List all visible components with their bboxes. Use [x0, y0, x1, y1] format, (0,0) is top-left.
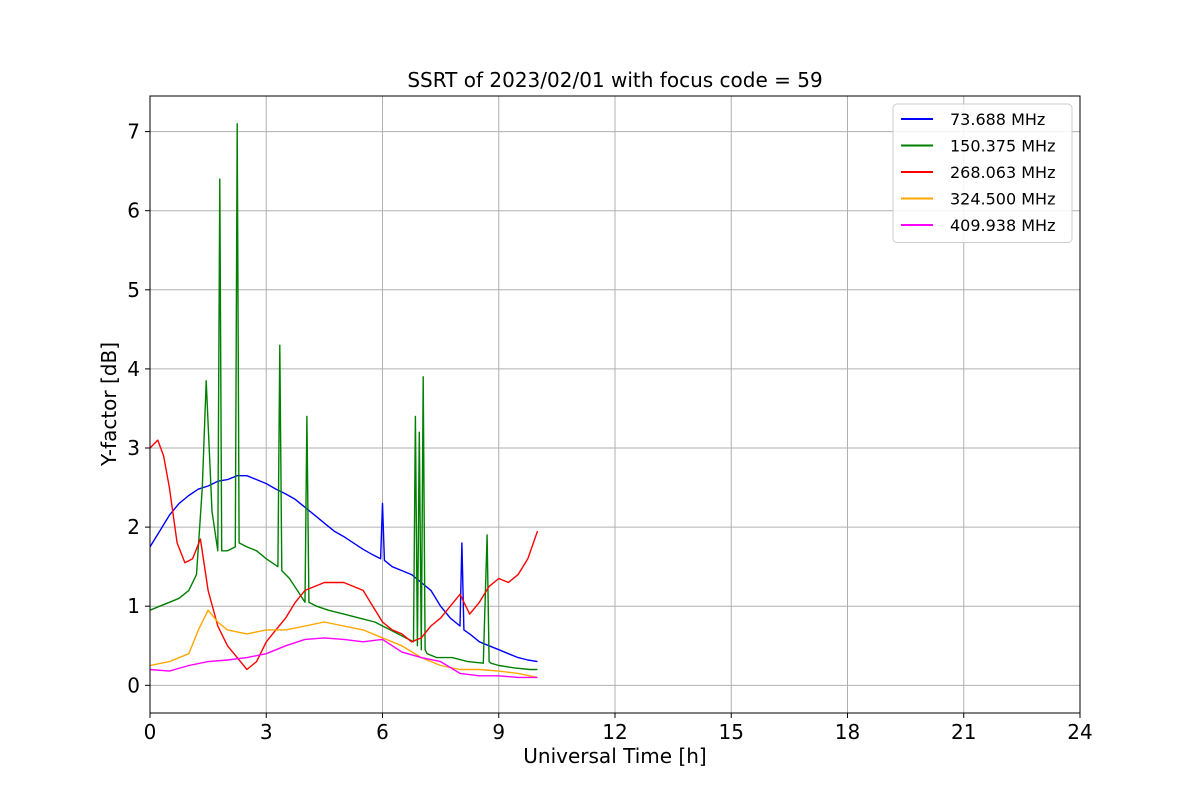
y-tick-label: 1: [127, 594, 140, 618]
y-tick-label: 5: [127, 278, 140, 302]
y-tick-label: 3: [127, 436, 140, 460]
legend-entry: 150.375 MHz: [950, 137, 1055, 156]
y-tick-label: 0: [127, 673, 140, 697]
x-tick-label: 0: [144, 720, 157, 744]
chart-title: SSRT of 2023/02/01 with focus code = 59: [407, 68, 822, 92]
y-tick-label: 2: [127, 515, 140, 539]
legend-entry: 73.688 MHz: [950, 110, 1045, 129]
y-axis-label: Y-factor [dB]: [97, 342, 121, 467]
y-tick-label: 6: [127, 199, 140, 223]
x-axis: 0 3 6 9 12 15 18 21 24: [144, 713, 1093, 744]
legend: 73.688 MHz 150.375 MHz 268.063 MHz 324.500 …: [892, 103, 1073, 243]
y-tick-label: 7: [127, 120, 140, 144]
x-axis-label: Universal Time [h]: [523, 744, 706, 768]
x-tick-label: 6: [376, 720, 389, 744]
x-tick-label: 24: [1067, 720, 1092, 744]
x-tick-label: 18: [835, 720, 860, 744]
series-line: [149, 439, 539, 671]
legend-entry: 409.938 MHz: [950, 216, 1055, 235]
legend-box: [892, 103, 1073, 243]
series-line: [149, 609, 538, 679]
x-tick-label: 15: [719, 720, 744, 744]
series-line: [149, 122, 538, 671]
x-tick-label: 12: [602, 720, 627, 744]
x-tick-label: 21: [951, 720, 976, 744]
legend-entry: 324.500 MHz: [950, 190, 1055, 209]
series-line: [149, 637, 538, 679]
y-axis: 0 1 2 3 4 5 6 7: [127, 120, 150, 697]
x-tick-label: 3: [260, 720, 273, 744]
x-tick-label: 9: [492, 720, 505, 744]
y-tick-label: 4: [127, 357, 140, 381]
series-layer: [149, 122, 539, 679]
legend-entry: 268.063 MHz: [950, 163, 1055, 182]
